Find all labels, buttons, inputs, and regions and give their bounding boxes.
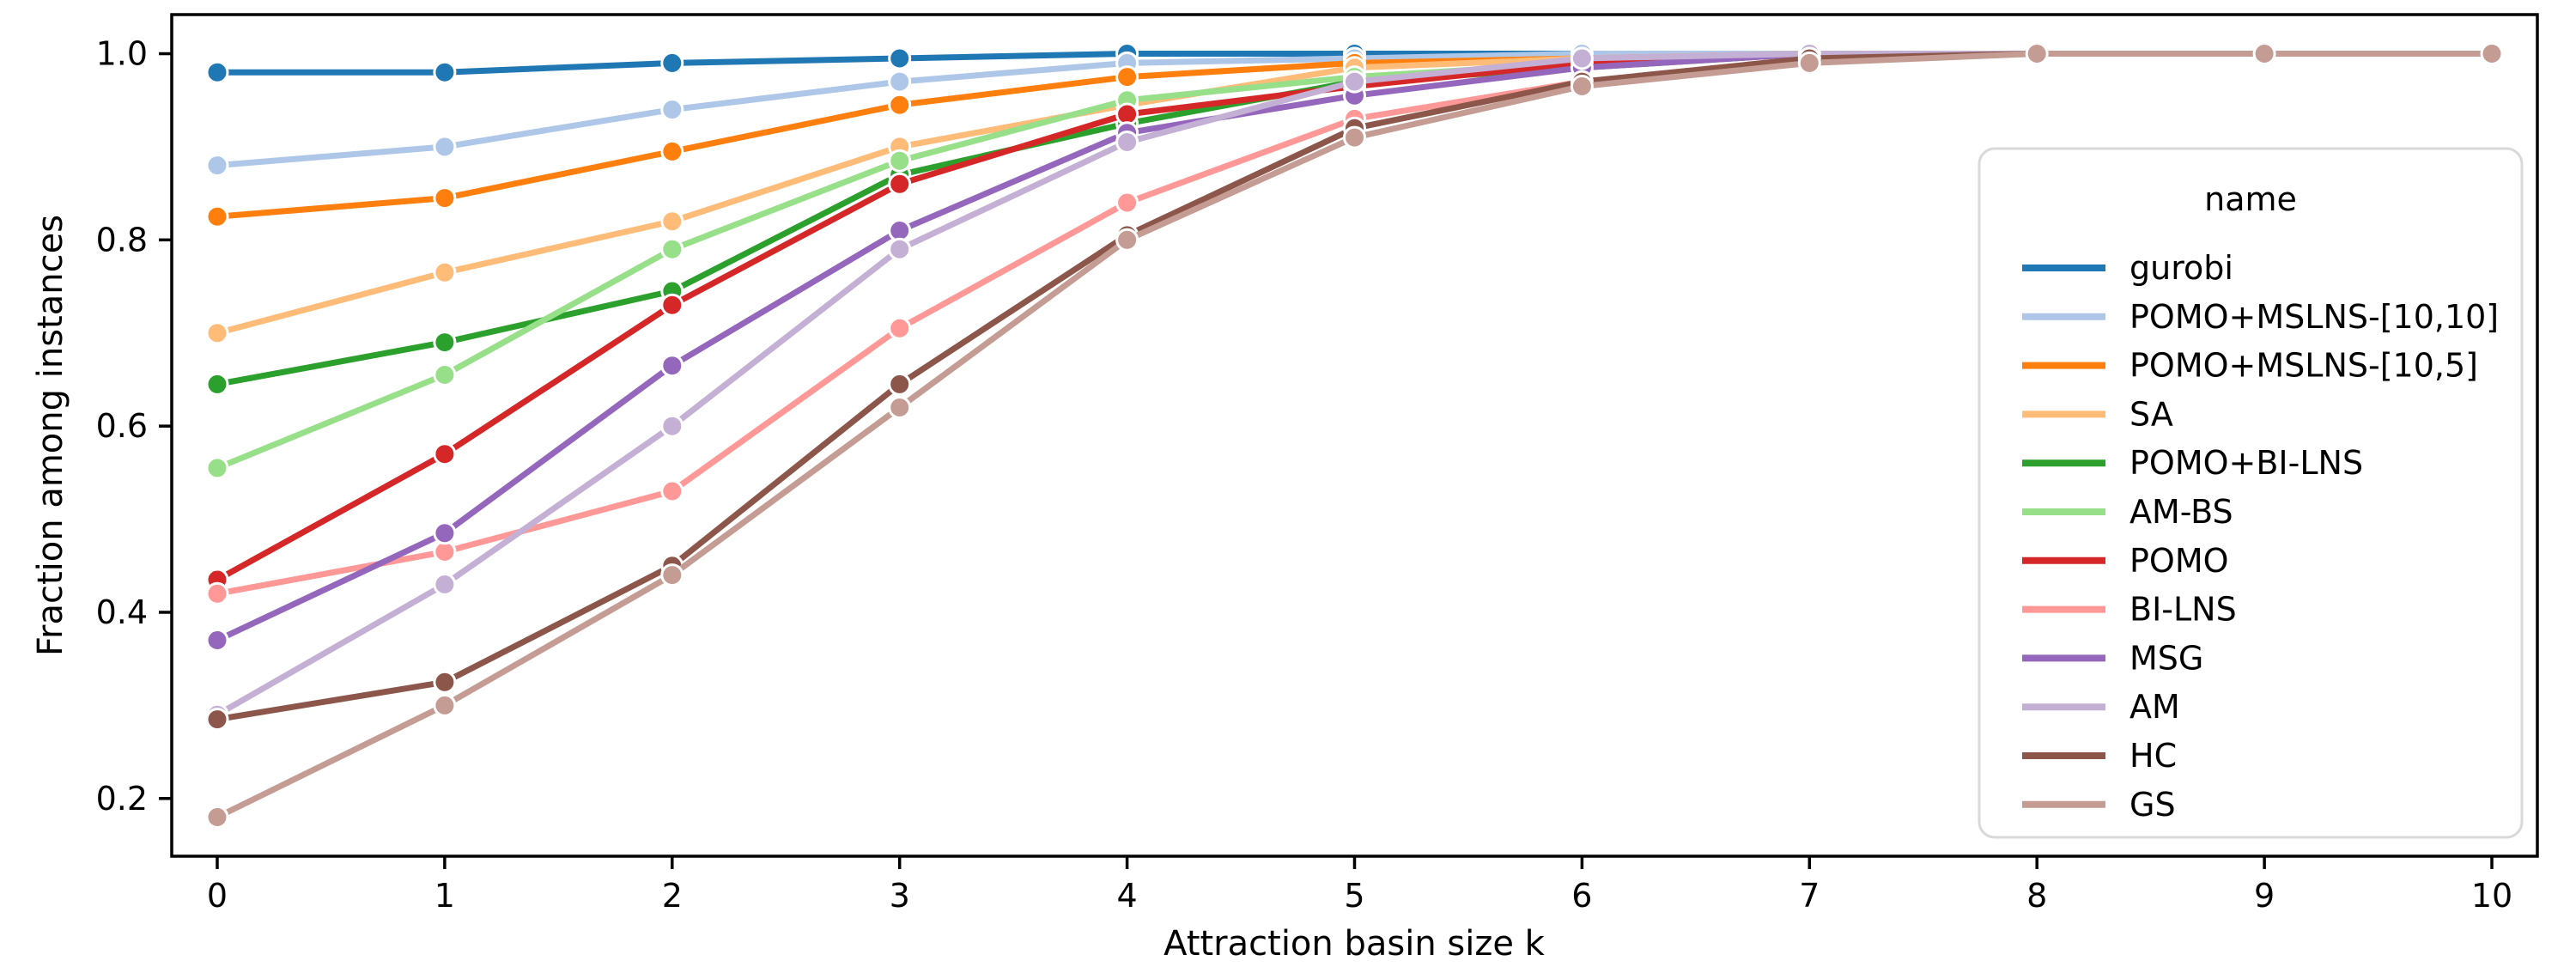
data-point-GS: [433, 693, 457, 717]
x-tick-label: 6: [1571, 877, 1592, 915]
y-axis-label: Fraction among instances: [31, 215, 70, 656]
data-point-AM-BS: [888, 149, 912, 173]
y-tick-label: 0.4: [96, 593, 148, 631]
data-point-gurobi: [205, 60, 229, 84]
data-point-GS: [1797, 51, 1821, 75]
legend-entry-label: GS: [2129, 786, 2176, 824]
data-point-HC: [888, 372, 912, 396]
data-point-POMO: [433, 442, 457, 466]
data-point-SA: [433, 260, 457, 284]
legend-entry-label: SA: [2129, 395, 2173, 433]
data-point-BI-LNS: [1115, 191, 1139, 215]
data-point-MSG: [433, 521, 457, 545]
data-point-GS: [2252, 42, 2276, 65]
data-point-SA: [660, 210, 684, 234]
data-point-BI-LNS: [660, 479, 684, 503]
x-tick-label: 9: [2254, 877, 2275, 915]
legend-entry-label: BI-LNS: [2129, 591, 2237, 629]
data-point-GS: [660, 563, 684, 587]
data-point-GS: [205, 806, 229, 829]
legend-entry-label: POMO+BI-LNS: [2129, 444, 2363, 482]
data-point-POMO+MSLNS-[10,10]: [660, 98, 684, 122]
data-point-gurobi: [660, 51, 684, 75]
data-point-SA: [205, 321, 229, 345]
data-point-POMO+MSLNS-[10,10]: [433, 135, 457, 159]
data-point-AM-BS: [433, 363, 457, 386]
data-point-HC: [433, 670, 457, 694]
data-point-POMO+MSLNS-[10,10]: [205, 154, 229, 178]
data-point-GS: [2025, 42, 2049, 65]
data-point-GS: [1115, 228, 1139, 252]
data-point-gurobi: [888, 46, 912, 70]
y-tick-label: 1.0: [96, 35, 148, 73]
data-point-POMO+MSLNS-[10,5]: [205, 204, 229, 228]
data-point-AM-BS: [660, 237, 684, 261]
data-point-POMO+MSLNS-[10,5]: [888, 93, 912, 117]
x-tick-label: 3: [890, 877, 910, 915]
data-point-POMO: [660, 293, 684, 317]
x-tick-label: 5: [1344, 877, 1364, 915]
data-point-POMO+MSLNS-[10,5]: [433, 186, 457, 210]
data-point-gurobi: [433, 60, 457, 84]
data-point-MSG: [660, 354, 684, 378]
data-point-GS: [2480, 42, 2504, 65]
data-point-GS: [1570, 75, 1594, 98]
y-tick-label: 0.8: [96, 221, 148, 258]
legend-entry-label: POMO+MSLNS-[10,10]: [2129, 298, 2499, 336]
legend-entry-label: AM-BS: [2129, 493, 2233, 531]
x-tick-label: 1: [434, 877, 455, 915]
data-point-BI-LNS: [888, 316, 912, 340]
data-point-POMO: [888, 172, 912, 196]
legend-entry-label: gurobi: [2129, 249, 2233, 287]
legend-box: [1978, 147, 2524, 839]
data-point-BI-LNS: [205, 581, 229, 605]
data-point-MSG: [205, 629, 229, 652]
x-tick-label: 8: [2026, 877, 2047, 915]
legend-entry-label: AM: [2129, 688, 2180, 726]
chart-geometry: 0 1 2 3 4 5 6 7 8 9 10 0.2 0.4 0.6 0.8 1.0 name gurobi POM…: [96, 13, 2539, 915]
legend-entry-label: POMO: [2129, 542, 2229, 580]
legend-entry-label: MSG: [2129, 639, 2203, 677]
x-tick-label: 4: [1117, 877, 1138, 915]
x-axis-label: Attraction basin size k: [1163, 924, 1546, 964]
x-tick-label: 2: [662, 877, 683, 915]
data-point-POMO+MSLNS-[10,5]: [1115, 65, 1139, 89]
x-tick-label: 7: [1799, 877, 1820, 915]
data-point-GS: [888, 396, 912, 419]
data-point-AM-BS: [205, 456, 229, 480]
legend-entry-label: HC: [2129, 737, 2177, 775]
data-point-AM: [660, 414, 684, 438]
legend-entry-label: POMO+MSLNS-[10,5]: [2129, 347, 2478, 385]
data-point-POMO+BI-LNS: [433, 331, 457, 355]
data-point-POMO+MSLNS-[10,5]: [660, 139, 684, 163]
data-point-AM: [1570, 46, 1594, 70]
data-point-AM: [1115, 131, 1139, 154]
y-tick-label: 0.2: [96, 780, 148, 818]
x-tick-label: 0: [207, 877, 228, 915]
data-point-AM: [433, 573, 457, 596]
x-tick-label: 10: [2471, 877, 2512, 915]
data-point-GS: [1343, 125, 1366, 149]
y-tick-label: 0.6: [96, 407, 148, 445]
data-point-AM: [888, 237, 912, 261]
data-point-POMO+MSLNS-[10,10]: [888, 70, 912, 94]
data-point-AM: [1343, 70, 1366, 94]
data-point-HC: [205, 708, 229, 732]
data-point-POMO+BI-LNS: [205, 372, 229, 396]
legend-title: name: [2204, 180, 2297, 218]
